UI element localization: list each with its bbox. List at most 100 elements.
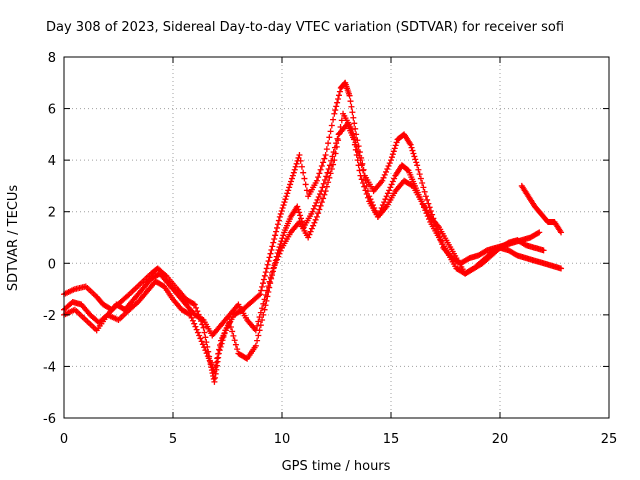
data-point [272,259,279,266]
data-point [337,123,344,130]
data-point [319,184,326,191]
x-tick-label: 20 [492,432,509,447]
data-point [388,154,395,161]
data-point [363,182,370,189]
data-point [354,148,361,155]
data-point [191,301,198,308]
data-point [534,230,541,237]
data-point [266,278,273,285]
data-point [271,235,278,242]
data-point [202,347,209,354]
data-point [287,181,294,188]
data-point [332,107,339,114]
data-point [353,131,360,138]
data-point [328,165,335,172]
data-point [412,156,419,163]
data-point [275,217,282,224]
data-points [61,79,565,385]
data-point [286,184,293,191]
data-point [323,183,330,190]
chart-title: Day 308 of 2023, Sidereal Day-to-day VTE… [46,20,564,35]
data-point [214,355,221,362]
data-point [320,159,327,166]
data-point [277,247,284,254]
data-point [315,193,322,200]
y-tick-label: -2 [43,309,56,324]
data-point [274,221,281,228]
data-point [283,193,290,200]
data-point [193,326,200,333]
data-point [386,160,393,167]
data-point [295,206,302,213]
data-point [227,324,234,331]
data-point [389,178,396,185]
data-point [332,150,339,157]
x-tick-label: 25 [601,432,618,447]
data-point [197,335,204,342]
data-point [386,187,393,194]
data-point [261,272,268,279]
data-point [379,177,386,184]
data-point [266,254,273,261]
data-point [356,152,363,159]
data-point [367,196,374,203]
data-point [409,147,416,154]
data-point [203,339,210,346]
data-point [267,250,274,257]
y-tick-label: 8 [48,51,56,66]
data-point [226,319,233,326]
data-point [213,359,220,366]
data-point [316,170,323,177]
data-point [281,199,288,206]
data-point [216,346,223,353]
data-point [290,169,297,176]
data-point [382,196,389,203]
data-point [200,324,207,331]
data-point [289,172,296,179]
data-point [364,188,371,195]
data-point [540,247,547,254]
data-point [291,166,298,173]
data-point [558,229,565,236]
data-point [292,163,299,170]
data-point [305,234,312,241]
data-point [384,165,391,172]
data-point [331,110,338,117]
data-point [322,188,329,195]
data-point [419,179,426,186]
data-point [407,141,414,148]
data-point [294,203,301,210]
data-point [255,332,262,339]
data-point [258,287,265,294]
data-point [358,162,365,169]
data-point [416,171,423,178]
data-point [333,103,340,110]
data-point [331,157,338,164]
data-point [202,334,209,341]
data-point [198,338,205,345]
data-point [308,225,315,232]
data-point [320,180,327,187]
data-point [298,163,305,170]
data-point [313,199,320,206]
data-point [326,162,333,169]
data-point [381,171,388,178]
data-point [316,206,323,213]
data-point [192,323,199,330]
data-point [366,193,373,200]
data-point [259,305,266,312]
data-point [190,300,197,307]
data-point [313,213,320,220]
y-tick-label: 4 [48,154,56,169]
data-point [350,130,357,137]
x-axis-label: GPS time / hours [282,459,391,474]
y-tick-label: -4 [43,360,56,375]
data-point [279,205,286,212]
data-point [252,327,259,334]
x-tick-label: 5 [169,432,177,447]
data-point [309,208,316,215]
data-point [262,291,269,298]
data-point [536,229,543,236]
data-point [314,196,321,203]
